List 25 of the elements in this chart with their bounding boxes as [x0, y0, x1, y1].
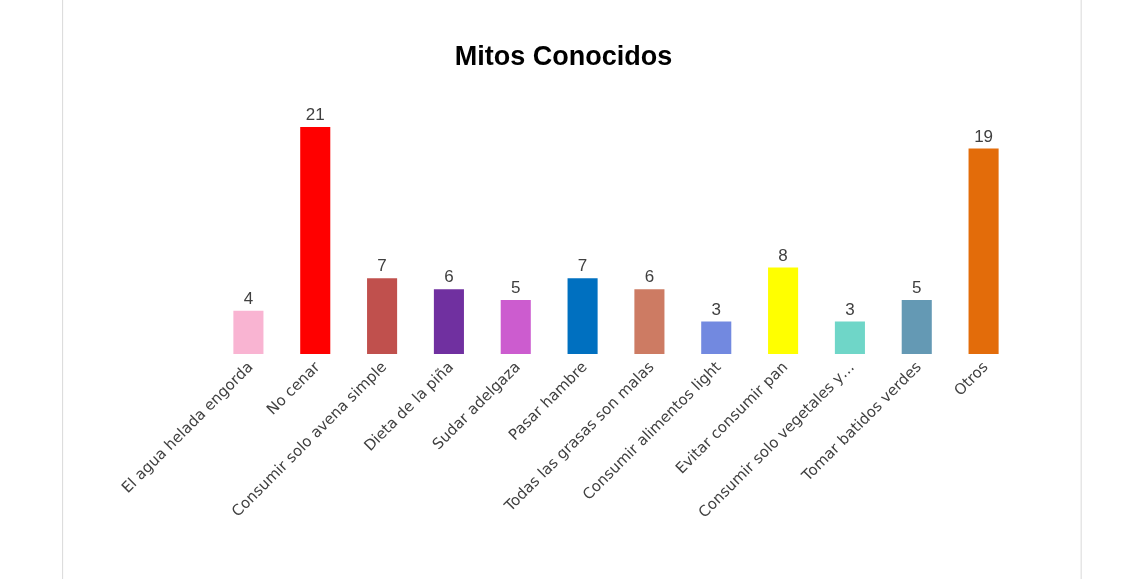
data-label: 7 [577, 256, 588, 276]
data-label: 7 [377, 256, 387, 276]
chart-title: Mitos Conocidos [454, 41, 673, 72]
data-label: 5 [511, 277, 521, 297]
data-label: 6 [444, 267, 454, 287]
bar [433, 289, 464, 354]
bar [300, 126, 331, 354]
bar [233, 310, 264, 354]
data-label: 8 [778, 245, 788, 265]
bar [834, 321, 865, 354]
bar [567, 278, 598, 354]
bar [367, 278, 398, 354]
bar [901, 299, 932, 354]
data-label: 3 [711, 299, 721, 319]
bar [701, 321, 732, 354]
data-label: 4 [243, 288, 254, 308]
data-label: 19 [974, 126, 994, 146]
bar [500, 299, 531, 354]
bar [968, 148, 999, 354]
data-label: 5 [912, 277, 922, 297]
data-label: 3 [845, 299, 855, 319]
data-label: 6 [644, 267, 655, 287]
bar [768, 267, 799, 354]
bar [634, 289, 665, 354]
data-label: 21 [305, 104, 325, 124]
